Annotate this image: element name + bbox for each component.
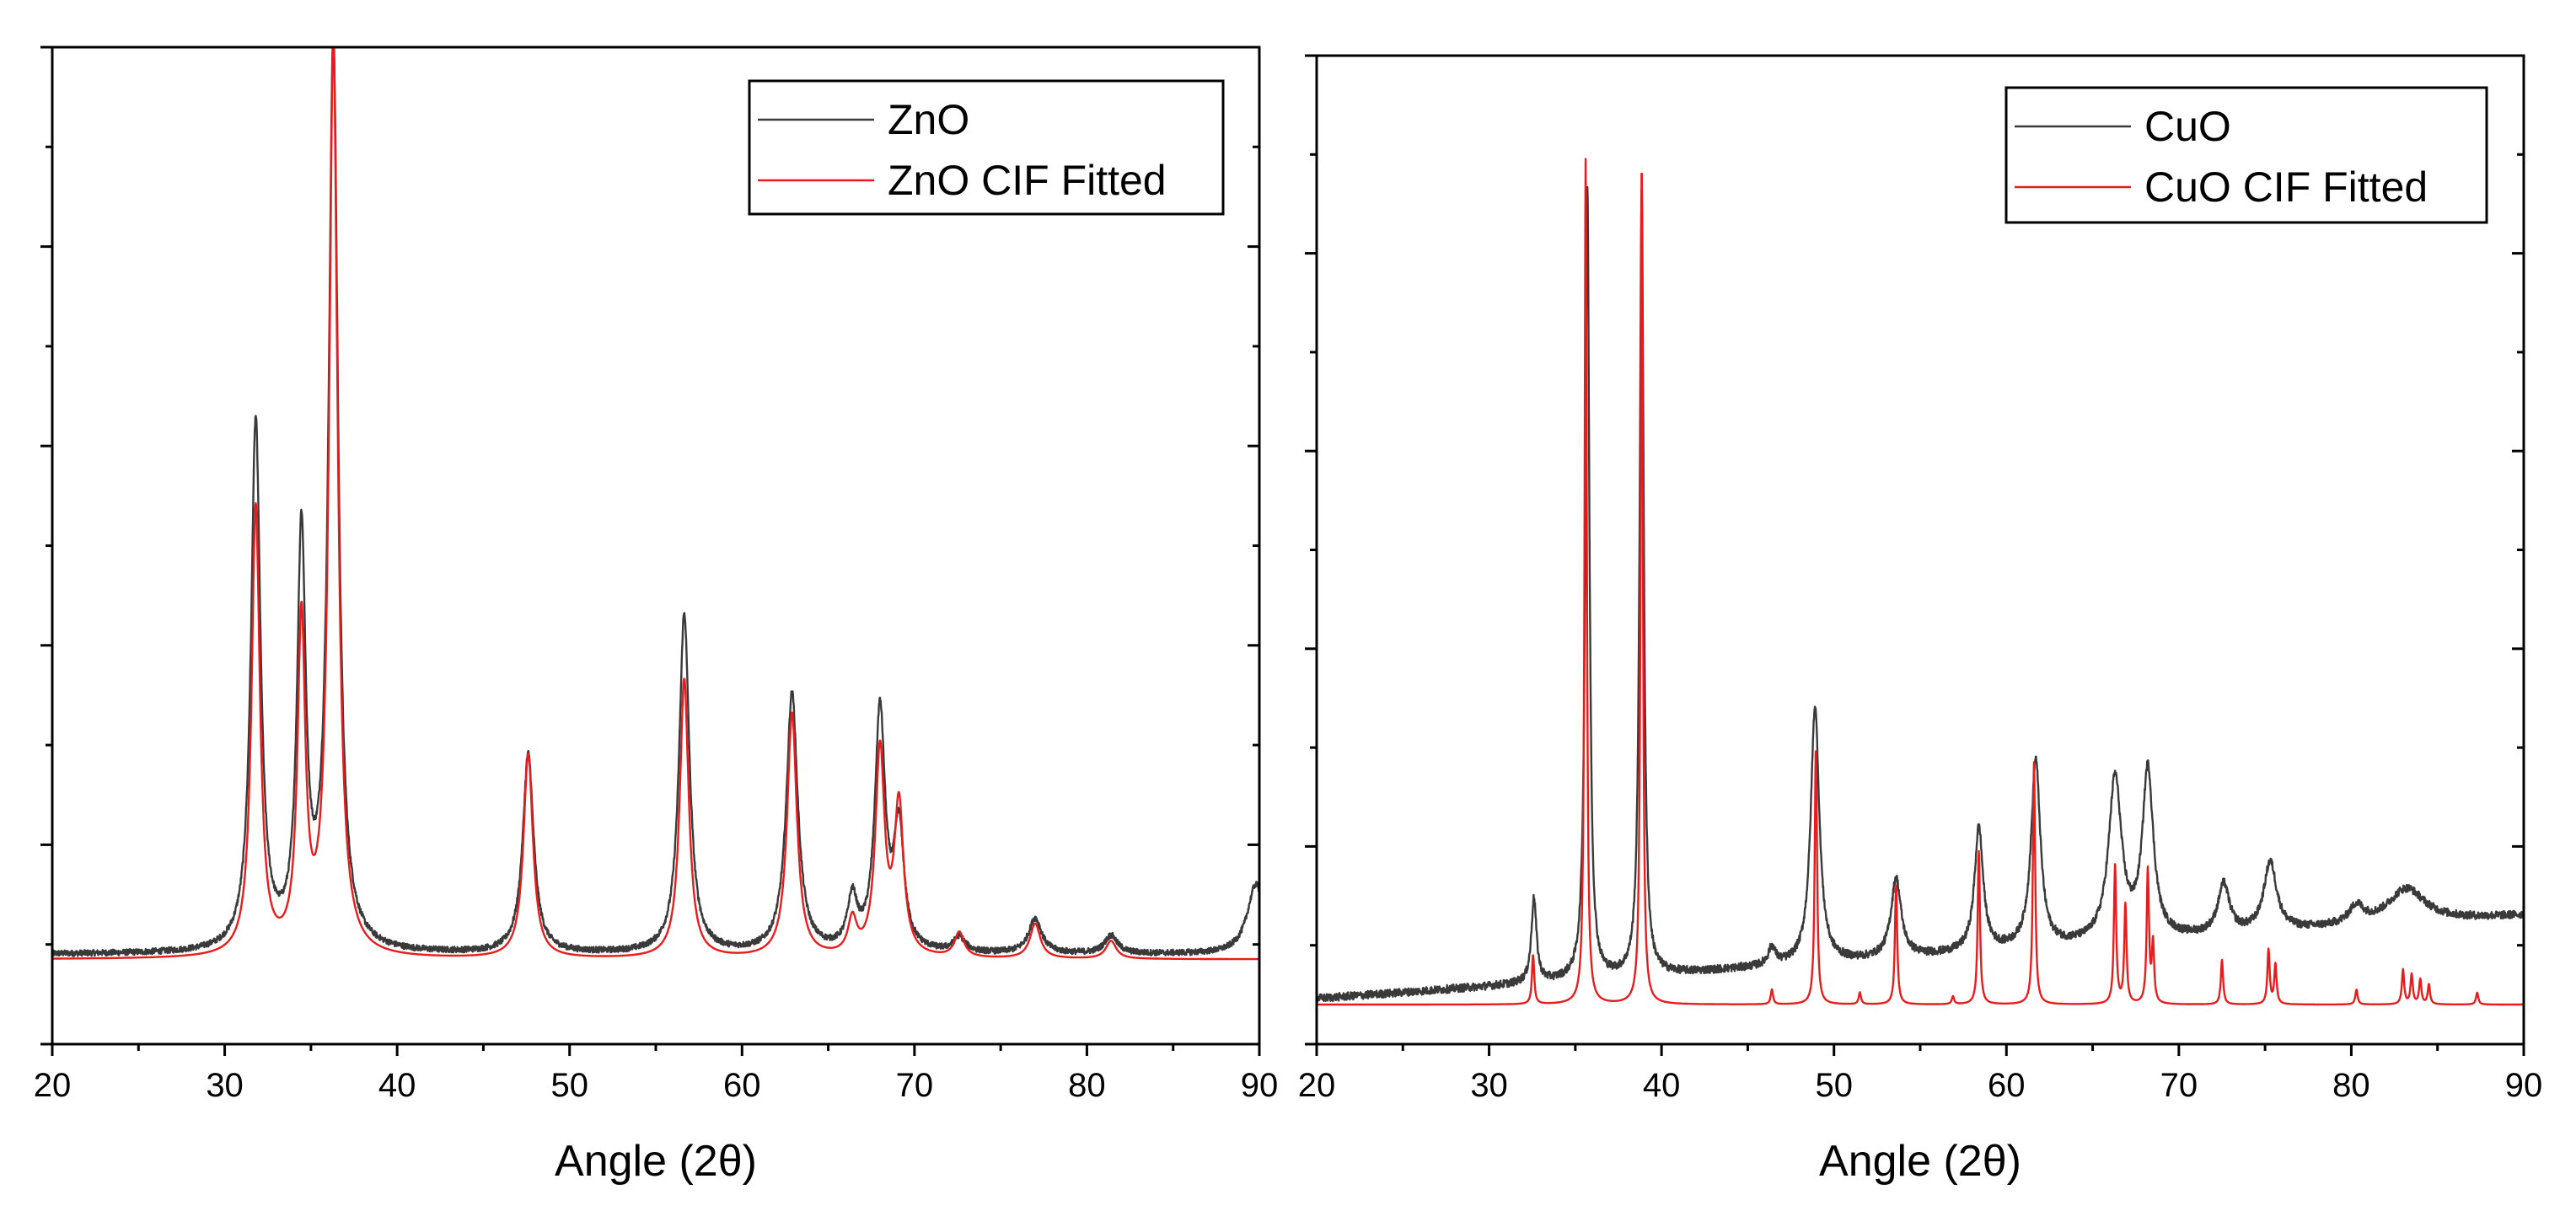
cuo-series-0-line xyxy=(1317,185,2524,1004)
zno-legend-label: ZnO xyxy=(888,96,969,143)
cuo-chart: 20 30 40 50 60 70 80 90 Angle (2θ) CuO CuO CIF Fit… xyxy=(1298,54,2543,1186)
cuo-legend-label: CuO xyxy=(2144,103,2231,150)
zno-x-tick-label: 20 xyxy=(34,1067,72,1104)
cuo-x-tick-label: 20 xyxy=(1298,1067,1336,1104)
zno-plot-area xyxy=(52,47,1259,961)
zno-series-0-line xyxy=(52,47,1259,957)
zno-x-tick-label: 80 xyxy=(1068,1067,1106,1104)
zno-x-tick-label: 90 xyxy=(1241,1067,1279,1104)
cuo-x-axis-title: Angle (2θ) xyxy=(1819,1137,2021,1186)
cuo-x-tick-label: 80 xyxy=(2332,1067,2370,1104)
zno-series-1-line xyxy=(52,47,1259,961)
zno-legend-label: ZnO CIF Fitted xyxy=(888,157,1167,204)
cuo-plot-area xyxy=(1317,158,2524,1006)
cuo-x-tick-label: 50 xyxy=(1815,1067,1853,1104)
zno-x-tick-label: 60 xyxy=(723,1067,761,1104)
zno-x-axis-title: Angle (2θ) xyxy=(555,1137,757,1186)
zno-x-tick-label: 70 xyxy=(896,1067,934,1104)
cuo-legend-label: CuO CIF Fitted xyxy=(2144,163,2428,211)
zno-x-tick-label: 40 xyxy=(378,1067,416,1104)
cuo-x-tick-label: 70 xyxy=(2160,1067,2198,1104)
cuo-series-1-line xyxy=(1317,158,2524,1006)
zno-x-tick-label: 50 xyxy=(550,1067,588,1104)
zno-x-tick-label: 30 xyxy=(206,1067,244,1104)
zno-chart: 20 30 40 50 60 70 80 90 Angle (2θ) ZnO ZnO CIF Fit… xyxy=(34,46,1279,1186)
zno-legend: ZnO ZnO CIF Fitted xyxy=(748,79,1225,216)
cuo-x-tick-label: 90 xyxy=(2505,1067,2543,1104)
cuo-legend: CuO CuO CIF Fitted xyxy=(2004,86,2488,224)
cuo-x-tick-label: 40 xyxy=(1643,1067,1681,1104)
cuo-x-tick-label: 60 xyxy=(1988,1067,2026,1104)
cuo-x-tick-label: 30 xyxy=(1470,1067,1508,1104)
